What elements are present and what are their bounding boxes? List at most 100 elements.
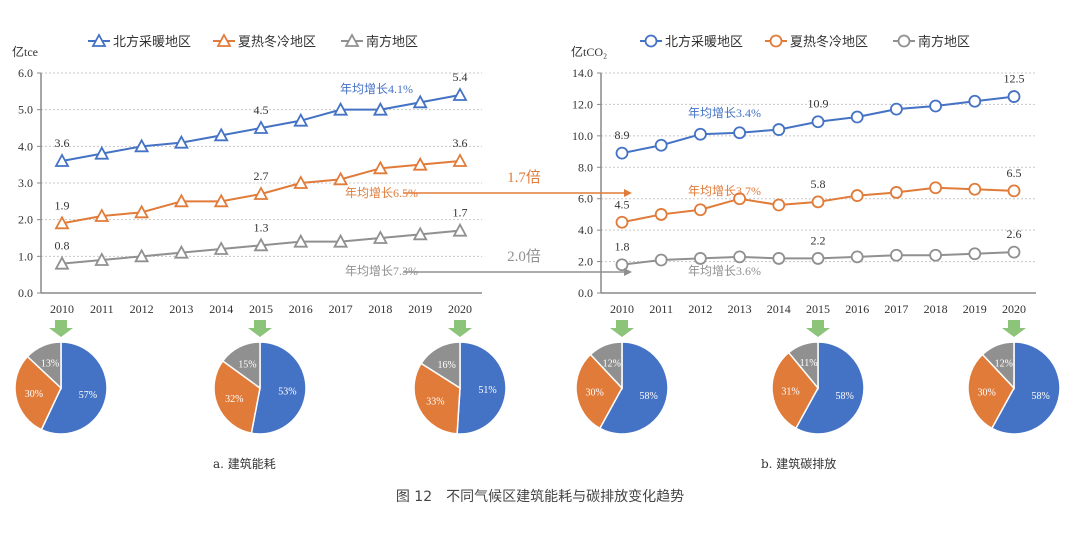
pie-energy-2015: 53% 32% 15%: [213, 320, 307, 435]
data-label: 1.3: [254, 220, 269, 234]
ratio-arrows: 1.7倍 2.0倍: [403, 169, 632, 276]
data-point: [412, 94, 428, 109]
pie-label: 31%: [781, 387, 799, 398]
data-point: [733, 250, 746, 264]
legend-item-north: 北方采暖地区: [88, 33, 191, 49]
data-point: [54, 215, 70, 230]
data-point: [654, 208, 668, 221]
data-point: [293, 175, 309, 189]
sub-caption-carbon: b. 建筑碳排放: [761, 457, 837, 471]
data-point: [134, 248, 150, 263]
pie-energy-2020: 51% 33% 16%: [413, 320, 507, 435]
pie-slice-hscw: [14, 355, 62, 431]
data-point: [1007, 90, 1021, 103]
pie-label: 15%: [238, 359, 256, 370]
data-point: [134, 204, 150, 219]
y-tick-label: 8.0: [578, 160, 593, 174]
pie-label: 58%: [1032, 391, 1050, 402]
y-tick-label: 2.0: [578, 255, 593, 269]
legend-item-south: 南方地区: [341, 33, 418, 49]
pie-slice-south: [787, 341, 819, 391]
x-tick-label: 2020: [1002, 302, 1026, 316]
legend-marker: [91, 33, 107, 47]
growth-annotation: 年均增长4.1%: [340, 82, 413, 96]
data-point: [213, 193, 229, 208]
data-label: 5.8: [811, 177, 826, 191]
data-point: [94, 252, 110, 266]
legend-marker: [644, 34, 658, 48]
pie-slice-north: [794, 341, 865, 435]
data-label: 2.2: [811, 233, 826, 247]
data-label: 3.6: [55, 136, 70, 150]
x-tick-label: 2019: [408, 302, 432, 316]
data-point: [694, 203, 707, 217]
pie-label: 16%: [438, 360, 456, 371]
down-arrow-icon: [1002, 320, 1026, 337]
y-tick-label: 12.0: [572, 97, 593, 111]
data-point: [333, 233, 349, 248]
data-label: 12.5: [1004, 72, 1025, 86]
x-tick-label: 2011: [90, 302, 114, 316]
x-tick-label: 2014: [209, 302, 233, 316]
data-point: [850, 189, 864, 202]
data-point: [94, 145, 110, 160]
y-tick-label: 10.0: [572, 129, 593, 143]
data-point: [134, 138, 150, 153]
pie-label: 57%: [79, 390, 97, 401]
data-point: [811, 195, 825, 209]
data-point: [1007, 245, 1021, 259]
y-tick-label: 4.0: [578, 223, 593, 237]
data-label: 1.9: [55, 198, 70, 212]
series-north: 3.6 4.5 5.4 年均增长4.1%: [54, 70, 468, 167]
data-point: [615, 258, 629, 272]
data-point: [452, 222, 468, 237]
data-point: [890, 248, 903, 262]
pie-slice-north: [250, 341, 307, 435]
data-point: [372, 230, 388, 244]
y-tick-label: 6.0: [18, 66, 33, 80]
growth-annotation: 年均增长3.7%: [688, 184, 761, 198]
data-label: 0.8: [55, 239, 70, 253]
ratio-label: 1.7倍: [507, 169, 541, 186]
pie-carbon-2010: 58% 30% 12%: [575, 320, 669, 435]
data-point: [968, 94, 982, 108]
data-point: [333, 101, 349, 116]
pie-label: 30%: [25, 389, 43, 400]
pie-label: 58%: [836, 391, 854, 402]
pie-slice-north: [598, 341, 669, 435]
pie-label: 32%: [225, 394, 243, 405]
data-point: [772, 252, 786, 265]
pie-energy-2010: 57% 30% 13%: [14, 320, 108, 435]
data-point: [253, 120, 269, 134]
legend-marker: [769, 34, 783, 48]
pie-slice-south: [589, 341, 623, 390]
ratio-label: 2.0倍: [507, 248, 541, 265]
data-label: 4.5: [615, 197, 630, 211]
data-point: [213, 127, 229, 142]
x-tick-label: 2017: [329, 302, 353, 316]
down-arrow-icon: [806, 320, 830, 337]
pie-label: 30%: [977, 387, 995, 398]
data-label: 1.7: [453, 206, 468, 220]
pie-slice-hscw: [213, 359, 261, 435]
x-tick-label: 2018: [368, 302, 392, 316]
legend-marker: [216, 33, 232, 47]
x-tick-label: 2013: [728, 302, 752, 316]
x-tick-label: 2010: [610, 302, 634, 316]
y-tick-label: 5.0: [18, 103, 33, 117]
data-point: [293, 112, 309, 127]
x-tick-label: 2015: [249, 302, 273, 316]
pie-label: 12%: [603, 358, 621, 369]
data-point: [412, 226, 428, 241]
series-hscw: 4.5 5.8 6.5 年均增长3.7%: [615, 166, 1022, 229]
data-point: [811, 115, 825, 129]
data-point: [929, 248, 942, 262]
series-hscw: 1.9 2.7 3.6 年均增长6.5%: [54, 136, 468, 230]
growth-annotation: 年均增长3.6%: [688, 264, 761, 278]
x-tick-label: 2012: [130, 302, 154, 316]
data-point: [293, 233, 309, 248]
data-label: 6.5: [1007, 166, 1022, 180]
data-point: [54, 255, 70, 270]
data-point: [850, 250, 864, 264]
data-point: [173, 244, 189, 259]
